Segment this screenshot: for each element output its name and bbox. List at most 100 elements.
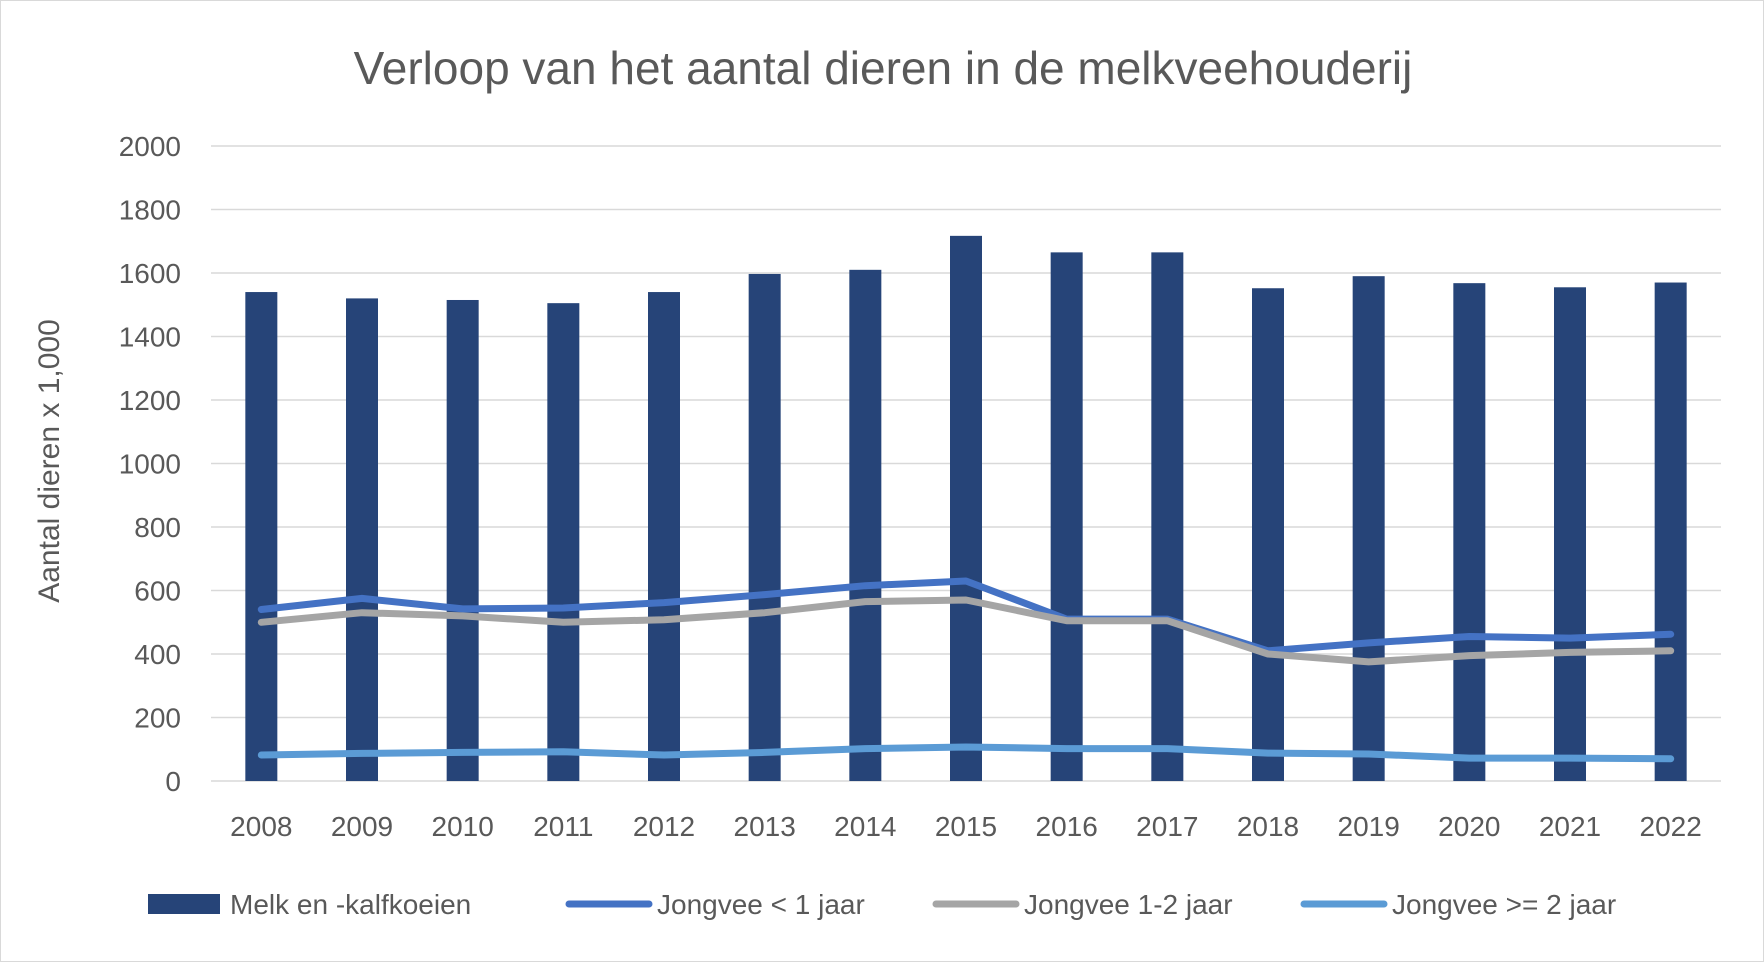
line-point xyxy=(1567,649,1573,656)
y-tick-label: 800 xyxy=(134,512,181,543)
x-axis-ticks: 2008 2009 2010 2011 2012 2013 2014 2015 2016 2017… xyxy=(230,811,1702,842)
line-point xyxy=(963,744,969,751)
legend-label: Jongvee 1-2 jaar xyxy=(1024,889,1233,920)
bar xyxy=(1252,288,1284,781)
line-point xyxy=(761,591,768,598)
legend-swatch xyxy=(148,894,220,914)
x-tick-label: 2019 xyxy=(1338,811,1400,842)
line-point xyxy=(661,599,667,606)
legend-item: Jongvee < 1 jaar xyxy=(565,889,865,920)
legend-item: Jongvee 1-2 jaar xyxy=(932,889,1233,920)
x-tick-label: 2016 xyxy=(1036,811,1098,842)
line-point xyxy=(963,577,969,584)
bar xyxy=(748,273,781,781)
line-point xyxy=(1063,617,1070,624)
bar xyxy=(1453,283,1486,781)
x-tick-label: 2021 xyxy=(1539,811,1601,842)
legend-item: Jongvee >= 2 jaar xyxy=(1300,889,1616,920)
bar-series xyxy=(245,235,1687,782)
line-point xyxy=(1265,651,1271,657)
line-point xyxy=(1365,751,1372,758)
line-point xyxy=(761,749,768,756)
x-tick-label: 2012 xyxy=(633,811,695,842)
y-axis-ticks: 0 200 400 600 800 1000 1200 1400 1600 1800 2000 xyxy=(119,131,181,797)
y-tick-label: 200 xyxy=(134,703,181,734)
bar xyxy=(547,303,580,781)
x-tick-label: 2010 xyxy=(432,811,494,842)
line-point xyxy=(359,750,365,757)
bar xyxy=(849,269,882,781)
x-tick-label: 2011 xyxy=(533,811,593,842)
x-tick-label: 2017 xyxy=(1136,811,1198,842)
line-point xyxy=(1466,652,1473,659)
line-point xyxy=(1567,755,1573,762)
y-tick-label: 600 xyxy=(134,576,181,607)
bar xyxy=(346,298,378,781)
line-point xyxy=(1365,639,1372,646)
y-axis-title: Aantal dieren x 1,000 xyxy=(33,319,66,603)
bar xyxy=(446,299,479,781)
line-point xyxy=(1567,635,1573,642)
x-tick-label: 2009 xyxy=(331,811,393,842)
bar xyxy=(1352,276,1385,781)
x-tick-label: 2014 xyxy=(834,811,896,842)
line-point xyxy=(963,597,969,604)
line-point xyxy=(560,619,567,626)
line-point xyxy=(459,605,466,612)
line-point xyxy=(560,604,567,611)
bar xyxy=(245,292,278,781)
line-point xyxy=(359,609,365,616)
legend-label: Jongvee >= 2 jaar xyxy=(1392,889,1616,920)
x-tick-label: 2022 xyxy=(1640,811,1702,842)
line-point xyxy=(258,606,265,613)
y-tick-label: 1400 xyxy=(119,322,181,353)
line-point xyxy=(1164,617,1171,624)
bar xyxy=(1151,252,1184,782)
line-point xyxy=(258,751,265,758)
line-point xyxy=(862,598,869,605)
line-point xyxy=(359,595,365,602)
line-point xyxy=(1365,658,1372,665)
x-tick-label: 2020 xyxy=(1438,811,1500,842)
bar xyxy=(1554,287,1586,781)
line-point xyxy=(761,609,768,616)
line-point xyxy=(1063,745,1070,752)
legend-label: Jongvee < 1 jaar xyxy=(657,889,865,920)
line-point xyxy=(459,612,466,619)
line-series xyxy=(257,577,1675,763)
line-point xyxy=(1164,745,1171,752)
bar xyxy=(1654,282,1687,781)
y-tick-label: 2000 xyxy=(119,131,181,162)
line-point xyxy=(1265,750,1271,757)
legend: Melk en -kalfkoeien Jongvee < 1 jaar Jongv… xyxy=(148,889,1616,920)
y-tick-label: 400 xyxy=(134,639,181,670)
y-tick-label: 1800 xyxy=(119,195,181,226)
x-tick-label: 2015 xyxy=(935,811,997,842)
y-tick-label: 1200 xyxy=(119,385,181,416)
line-point xyxy=(1466,755,1473,762)
line-point xyxy=(862,745,869,752)
bar xyxy=(648,292,680,781)
bar xyxy=(1050,252,1083,782)
legend-label: Melk en -kalfkoeien xyxy=(230,889,471,920)
x-tick-label: 2008 xyxy=(230,811,292,842)
x-tick-label: 2013 xyxy=(734,811,796,842)
chart-title: Verloop van het aantal dieren in de melk… xyxy=(354,42,1413,94)
line-point xyxy=(258,619,265,626)
line-point xyxy=(1667,647,1674,654)
line-point xyxy=(560,748,567,755)
line-point xyxy=(459,749,466,756)
y-tick-label: 1600 xyxy=(119,258,181,289)
line-point xyxy=(1667,755,1674,762)
line-point xyxy=(862,582,869,589)
line-point xyxy=(661,751,667,758)
x-tick-label: 2018 xyxy=(1237,811,1299,842)
bar xyxy=(950,235,982,782)
y-tick-label: 0 xyxy=(165,766,181,797)
y-tick-label: 1000 xyxy=(119,449,181,480)
legend-item: Melk en -kalfkoeien xyxy=(148,889,471,920)
line-point xyxy=(1466,633,1473,640)
line-point xyxy=(661,616,667,623)
